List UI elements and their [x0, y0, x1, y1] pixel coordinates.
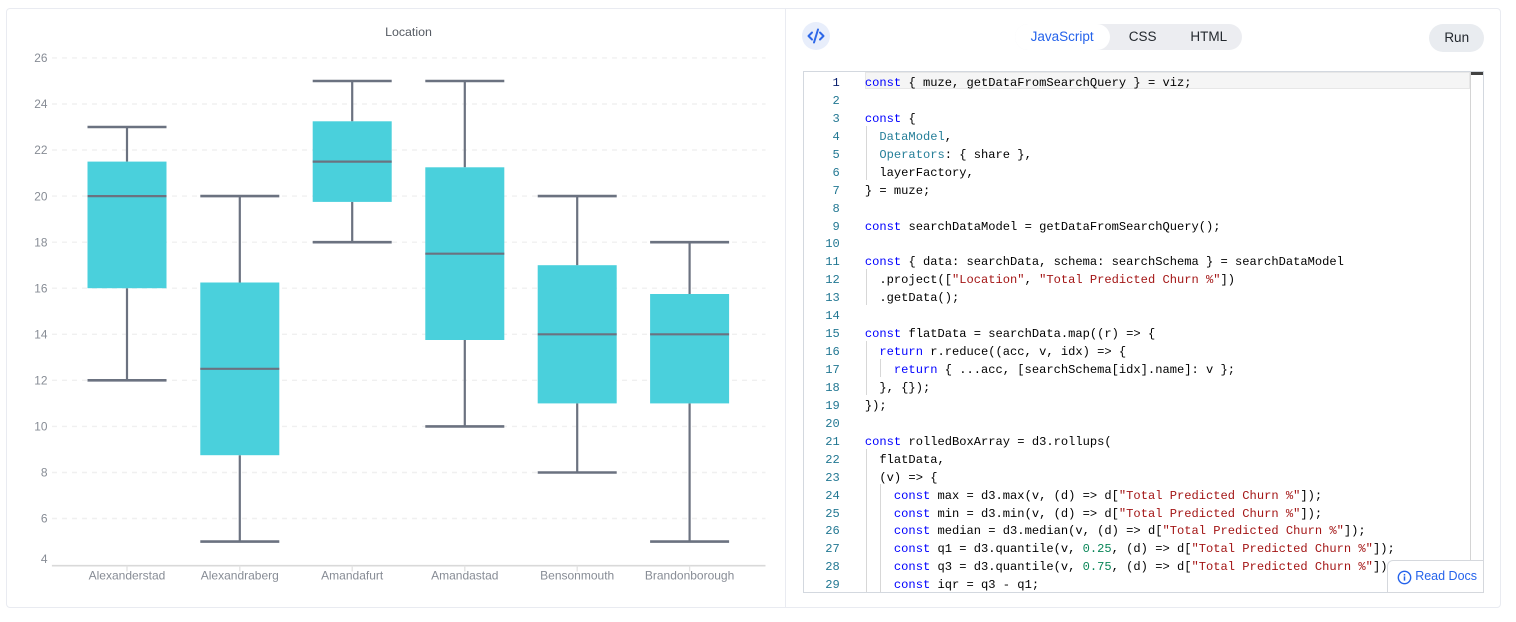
- svg-text:Amandafurt: Amandafurt: [321, 568, 384, 582]
- svg-text:4: 4: [41, 552, 48, 566]
- svg-text:26: 26: [34, 51, 48, 65]
- svg-text:16: 16: [34, 281, 48, 295]
- svg-text:12: 12: [34, 374, 48, 388]
- svg-text:Location: Location: [385, 25, 432, 39]
- svg-text:14: 14: [34, 328, 48, 342]
- svg-text:Amandastad: Amandastad: [431, 568, 498, 582]
- svg-text:Alexanderstad: Alexanderstad: [89, 568, 166, 582]
- svg-text:20: 20: [34, 189, 48, 203]
- svg-text:22: 22: [34, 143, 48, 157]
- svg-text:10: 10: [34, 420, 48, 434]
- svg-text:6: 6: [41, 512, 48, 526]
- svg-text:Brandonborough: Brandonborough: [645, 568, 734, 582]
- svg-text:8: 8: [41, 466, 48, 480]
- svg-text:18: 18: [34, 235, 48, 249]
- svg-text:Bensonmouth: Bensonmouth: [540, 568, 614, 582]
- svg-text:24: 24: [34, 97, 48, 111]
- svg-text:Alexandraberg: Alexandraberg: [201, 568, 279, 582]
